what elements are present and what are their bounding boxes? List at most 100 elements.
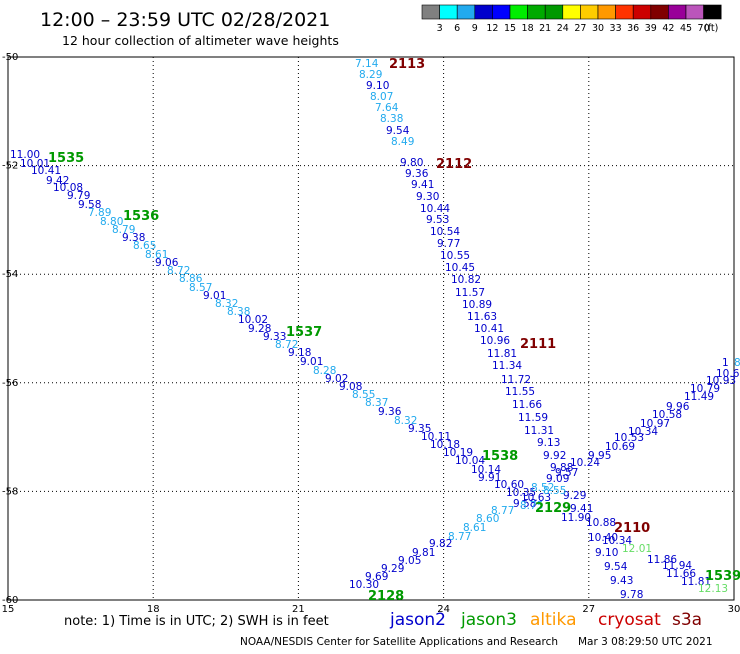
pass-id-label: 1538 (482, 449, 518, 464)
wave-height-label: 11.90 (561, 512, 591, 524)
wave-height-label: 12.01 (622, 543, 652, 555)
satellite-legend-jason3: jason3 (460, 610, 517, 630)
wave-height-label: 8.60 (476, 513, 499, 525)
wave-height-label: 11.66 (666, 568, 696, 580)
wave-height-label: 10.54 (430, 226, 460, 238)
wave-height-label: 9.36 (378, 406, 402, 418)
x-tick-label: 30 (728, 604, 740, 615)
wave-height-label: 8.61 (145, 249, 168, 261)
colorbar-tick-label: 3 (437, 23, 443, 34)
colorbar-unit: (ft) (704, 23, 718, 34)
wave-height-label: 9.95 (588, 450, 611, 462)
colorbar-swatch (703, 4, 722, 20)
pass-id-label: 1535 (48, 151, 84, 166)
wave-height-label: 9.29 (381, 563, 404, 575)
wave-height-label: 10.41 (31, 165, 61, 177)
wave-height-label: 10.04 (455, 455, 485, 467)
wave-height-label: 9.18 (288, 347, 311, 359)
wave-height-label: 9.41 (570, 503, 593, 515)
y-tick-label: -60 (2, 595, 18, 606)
colorbar-tick-label: 12 (486, 23, 498, 34)
gridlines (8, 57, 734, 600)
wave-height-label: 9.35 (408, 423, 431, 435)
wave-height-label: 8.80 (100, 216, 123, 228)
wave-height-label: 9.01 (203, 290, 226, 302)
wave-height-label: 10.60 (494, 479, 524, 491)
wave-height-label: 9.58 (78, 199, 101, 211)
pass-id-label: 2128 (368, 589, 404, 604)
wave-height-label: 8.57 (189, 282, 212, 294)
wave-height-label: 9.88 (550, 462, 573, 474)
wave-height-label: 10.6 (716, 368, 740, 380)
colorbar-swatch (685, 4, 704, 20)
wave-height-label: 9.77 (437, 238, 460, 250)
colorbar-tick-label: 24 (557, 23, 569, 34)
colorbar-swatch (474, 4, 493, 20)
wave-height-label: 10.30 (349, 579, 379, 591)
wave-height-label: 8.75 (520, 500, 543, 512)
pass-id-label: 2111 (520, 337, 556, 352)
x-tick-label: 15 (2, 604, 15, 615)
wave-height-label: 11.72 (501, 374, 531, 386)
wave-height-label: 8.38 (227, 306, 250, 318)
wave-height-label: 9.80 (400, 157, 423, 169)
satellite-legend-jason2: jason2 (389, 610, 446, 630)
wave-height-label: 8.72 (275, 339, 298, 351)
wave-height-label: 8.86 (179, 273, 203, 285)
colorbar-swatch (492, 4, 511, 20)
y-axis-ticks: -50 -52 -54 -56 -58 -60 (2, 52, 18, 606)
colorbar-tick-label: 27 (574, 23, 586, 34)
plot-frame (7, 56, 735, 601)
pass-id-label: 2110 (614, 521, 650, 536)
wave-height-label: 9.33 (263, 331, 286, 343)
wave-height-label: 9.53 (426, 214, 449, 226)
footer-credit: NOAA/NESDIS Center for Satellite Applica… (240, 636, 558, 648)
wave-height-label: 9.06 (155, 257, 179, 269)
y-tick-label: -54 (2, 269, 18, 280)
wave-height-label: 9.09 (546, 473, 569, 485)
wave-height-label: 7.14 (355, 58, 379, 70)
y-tick-label: -50 (2, 52, 18, 63)
wave-height-label: 8.32 (394, 415, 417, 427)
wave-height-label: 9.02 (325, 373, 348, 385)
wave-height-label: 9.69 (365, 571, 388, 583)
wave-height-label: 9.10 (366, 80, 389, 92)
wave-height-label: 11.31 (524, 425, 554, 437)
wave-height-label: 9.36 (405, 168, 429, 180)
wave-height-label: 10.97 (640, 418, 670, 430)
wave-height-label: 9.05 (398, 555, 421, 567)
wave-height-label: 9.54 (386, 125, 410, 137)
footer-timestamp: Mar 3 08:29:50 UTC 2021 (578, 636, 713, 648)
wave-height-label: 10.11 (421, 431, 451, 443)
wave-height-label: 10.08 (53, 182, 83, 194)
wave-height-label: 10.35 (506, 487, 536, 499)
pass-id-label: 2112 (436, 157, 472, 172)
pass-id-label: 2129 (535, 501, 571, 516)
wave-height-label: 10.82 (451, 274, 481, 286)
wave-height-label: 8.07 (370, 91, 393, 103)
colorbar-swatch (632, 4, 652, 20)
wave-height-label: 10.41 (474, 323, 504, 335)
colorbar-swatch (439, 4, 458, 20)
wave-height-label: 8.38 (380, 113, 403, 125)
wave-height-label: 11.59 (518, 412, 548, 424)
wave-height-label: 9.01 (300, 356, 323, 368)
wave-height-label: 10.88 (586, 517, 616, 529)
wave-height-label: 10.79 (690, 383, 720, 395)
wave-height-label: 9.38 (122, 232, 145, 244)
wave-height-label: 10.69 (605, 441, 635, 453)
wave-height-label: 9.43 (610, 575, 633, 587)
x-tick-label: 18 (147, 604, 160, 615)
wave-height-label: 10.34 (602, 535, 632, 547)
wave-height-label: 10.19 (443, 447, 473, 459)
wave-height-label: 11.81 (681, 576, 711, 588)
colorbar-swatch (562, 4, 581, 20)
wave-height-label: 8.28 (313, 365, 336, 377)
wave-height-points: 7.148.299.108.077.648.389.548.499.809.36… (10, 58, 740, 601)
wave-height-label: 9.29 (563, 490, 586, 502)
wave-height-label: 8.49 (391, 136, 414, 148)
colorbar-swatch (456, 4, 476, 20)
wave-height-label: 10.34 (628, 426, 658, 438)
